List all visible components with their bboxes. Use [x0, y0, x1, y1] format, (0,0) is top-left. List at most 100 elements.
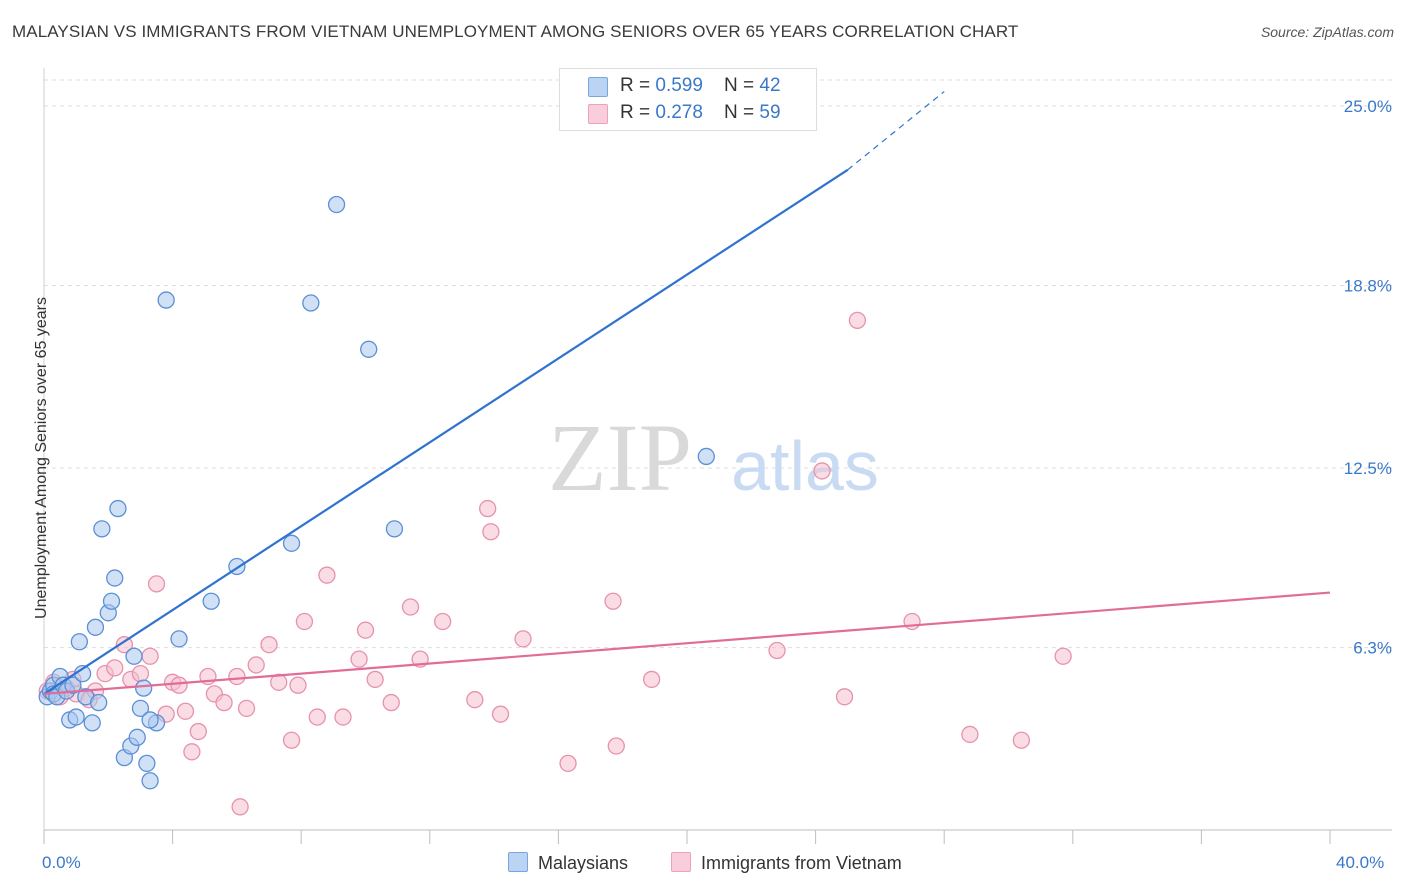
series-immigrants-from-vietnam	[38, 311, 1072, 816]
vietnam-point	[247, 656, 265, 674]
vietnam-point	[401, 598, 420, 616]
vietnam-point	[308, 708, 326, 726]
malaysian-point	[302, 294, 320, 312]
series-malaysians	[38, 195, 715, 790]
legend-swatch-blue	[588, 77, 608, 97]
chart-title: MALAYSIAN VS IMMIGRANTS FROM VIETNAM UNE…	[12, 22, 1019, 41]
malaysian-point	[64, 676, 82, 694]
vietnam-point	[228, 667, 246, 686]
vietnam-point	[514, 630, 532, 648]
x-tick-label-max: 40.0%	[1336, 853, 1385, 872]
malaysian-point	[141, 772, 159, 790]
malaysian-point	[125, 647, 143, 665]
malaysian-point	[67, 708, 85, 726]
vietnam-point	[1054, 647, 1072, 665]
bottom-legend-swatch-pink	[671, 852, 691, 872]
legend-n-label: N =	[724, 75, 760, 96]
y-tick-label: 18.8%	[1344, 277, 1392, 296]
y-tick-label: 6.3%	[1353, 639, 1392, 658]
legend-n-label: N =	[724, 102, 760, 123]
vietnam-point	[642, 670, 661, 689]
correlation-legend: R = 0.599 N = 42 R = 0.278 N = 59	[559, 68, 817, 131]
vietnam-point	[961, 725, 979, 744]
vietnam-point	[183, 743, 201, 761]
vietnam-point	[141, 647, 159, 665]
malaysian-point	[282, 534, 301, 552]
bottom-legend-label: Immigrants from Vietnam	[701, 853, 902, 873]
vietnam-point	[215, 693, 233, 712]
watermark: ZIP atlas	[548, 404, 879, 511]
malaysian-point	[106, 569, 124, 587]
vietnam-point	[848, 311, 867, 329]
bottom-legend-label: Malaysians	[538, 853, 629, 873]
malaysians-trend-extension	[847, 91, 945, 171]
y-tick-labels: 6.3% 12.5% 18.8% 25.0%	[1344, 97, 1392, 658]
legend-r-label: R =	[620, 102, 656, 123]
legend-r-value: 0.278	[655, 102, 703, 123]
vietnam-point	[366, 670, 384, 689]
trend-lines	[43, 91, 1331, 695]
legend-n-value: 59	[759, 102, 781, 123]
malaysian-point	[102, 592, 121, 610]
watermark-zip: ZIP	[548, 404, 692, 511]
malaysian-point	[141, 711, 159, 729]
malaysian-point	[128, 728, 146, 746]
vietnam-point	[115, 636, 134, 654]
vietnam-point	[356, 621, 375, 639]
vietnam-point	[260, 636, 278, 654]
malaysian-point	[90, 693, 108, 712]
vietnam-point	[350, 650, 368, 668]
legend-swatch-pink	[588, 104, 608, 124]
malaysian-point	[157, 291, 175, 309]
legend-r-value: 0.599	[655, 75, 703, 96]
malaysian-point	[170, 630, 188, 648]
malaysian-point	[385, 520, 404, 538]
vietnam-point	[604, 592, 622, 610]
vietnam-point	[382, 693, 400, 712]
malaysian-point	[131, 699, 150, 718]
vietnam-point	[1012, 731, 1031, 749]
x-tick-label-min: 0.0%	[42, 853, 81, 872]
bottom-legend-vietnam: Immigrants from Vietnam	[671, 852, 902, 874]
malaysian-point	[202, 592, 220, 610]
vietnam-point	[768, 641, 786, 660]
malaysian-point	[86, 618, 105, 636]
y-tick-label: 12.5%	[1344, 459, 1392, 478]
chart-source: Source: ZipAtlas.com	[1260, 24, 1394, 40]
axes	[43, 68, 1392, 844]
bottom-legend-swatch-blue	[508, 852, 528, 872]
vietnam-point	[607, 737, 625, 755]
vietnam-point	[147, 575, 166, 593]
y-axis-label: Unemployment Among Seniors over 65 years	[33, 297, 50, 619]
vietnam-point	[131, 664, 150, 683]
vietnam-point	[434, 612, 452, 631]
vietnam-point	[479, 499, 497, 518]
vietnam-point	[903, 612, 921, 631]
vietnam-point	[491, 705, 510, 723]
vietnam-point	[813, 462, 831, 480]
vietnam-point	[176, 702, 195, 720]
vietnam-point	[106, 659, 124, 677]
y-tick-label: 25.0%	[1344, 97, 1392, 116]
watermark-atlas: atlas	[731, 427, 879, 505]
malaysian-point	[697, 447, 715, 466]
vietnam-point	[189, 722, 207, 741]
malaysian-point	[135, 679, 153, 697]
vietnam-point	[334, 708, 352, 726]
legend-n-value: 42	[759, 75, 781, 96]
vietnam-point	[482, 523, 500, 541]
vietnam-point	[231, 798, 249, 816]
vietnam-point	[289, 676, 307, 694]
vietnam-trend-line	[43, 591, 1331, 695]
malaysian-point	[109, 499, 127, 518]
vietnam-point	[559, 754, 577, 773]
vietnam-point	[237, 699, 256, 718]
vietnam-point	[835, 688, 854, 706]
malaysian-point	[360, 340, 378, 358]
malaysians-trend-line	[43, 168, 849, 695]
malaysian-point	[83, 714, 101, 732]
malaysian-point	[138, 754, 156, 773]
malaysian-point	[93, 520, 111, 538]
legend-r-label: R =	[620, 75, 656, 96]
